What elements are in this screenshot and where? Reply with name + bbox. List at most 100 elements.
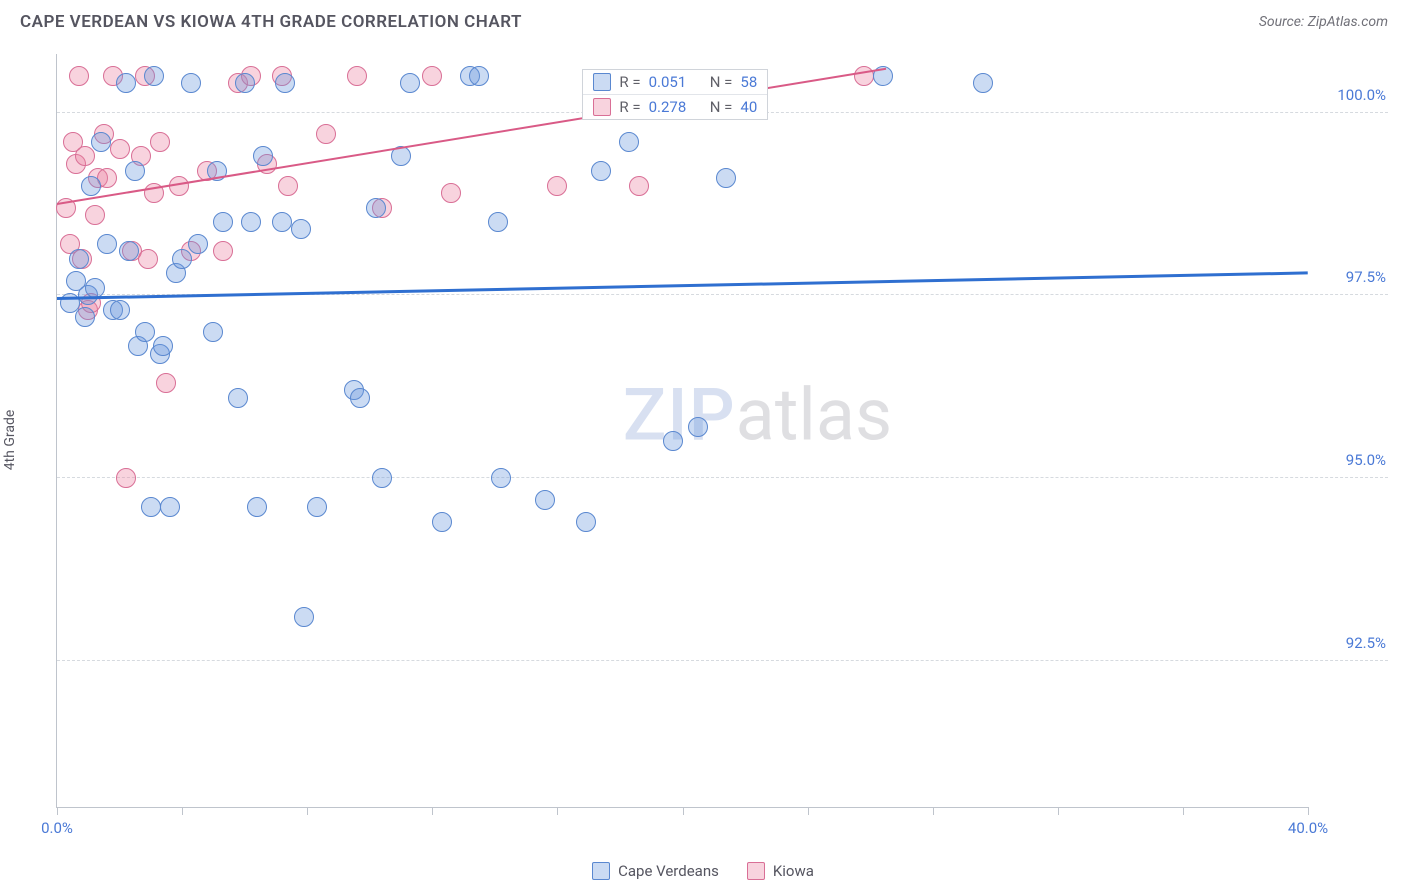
marker-cape-verdeans [141, 497, 161, 517]
legend-stats-row: R = 0.278 N = 40 [583, 94, 767, 119]
marker-cape-verdeans [241, 212, 261, 232]
marker-kiowa [69, 66, 89, 86]
legend-swatch [592, 862, 610, 880]
marker-cape-verdeans [91, 132, 111, 152]
marker-cape-verdeans [491, 468, 511, 488]
marker-kiowa [138, 249, 158, 269]
marker-cape-verdeans [294, 607, 314, 627]
marker-kiowa [110, 139, 130, 159]
marker-cape-verdeans [160, 497, 180, 517]
marker-cape-verdeans [188, 234, 208, 254]
legend-item: Kiowa [747, 862, 814, 880]
marker-cape-verdeans [125, 161, 145, 181]
marker-cape-verdeans [144, 66, 164, 86]
marker-cape-verdeans [469, 66, 489, 86]
marker-kiowa [547, 176, 567, 196]
marker-kiowa [156, 373, 176, 393]
marker-cape-verdeans [307, 497, 327, 517]
marker-kiowa [213, 241, 233, 261]
marker-kiowa [278, 176, 298, 196]
chart-area: 4th Grade 92.5%95.0%97.5%100.0%0.0%40.0%… [20, 44, 1388, 836]
marker-cape-verdeans [488, 212, 508, 232]
marker-kiowa [854, 66, 874, 86]
legend-swatch [593, 73, 611, 91]
marker-cape-verdeans [228, 388, 248, 408]
marker-cape-verdeans [535, 490, 555, 510]
x-tick [307, 807, 308, 815]
trendline-cape-verdeans [57, 272, 1308, 301]
marker-kiowa [85, 205, 105, 225]
x-tick [182, 807, 183, 815]
x-tick [57, 807, 58, 815]
legend-swatch [593, 98, 611, 116]
x-tick [933, 807, 934, 815]
marker-cape-verdeans [119, 241, 139, 261]
marker-kiowa [422, 66, 442, 86]
marker-cape-verdeans [576, 512, 596, 532]
y-tick-label: 97.5% [1346, 268, 1386, 286]
source-label: Source: ZipAtlas.com [1259, 14, 1388, 30]
y-tick-label: 92.5% [1346, 634, 1386, 652]
marker-cape-verdeans [400, 73, 420, 93]
marker-kiowa [75, 146, 95, 166]
x-tick [808, 807, 809, 815]
marker-cape-verdeans [153, 336, 173, 356]
marker-cape-verdeans [591, 161, 611, 181]
gridline-h [57, 660, 1388, 661]
marker-cape-verdeans [973, 73, 993, 93]
marker-kiowa [347, 66, 367, 86]
marker-cape-verdeans [135, 322, 155, 342]
marker-cape-verdeans [275, 73, 295, 93]
marker-cape-verdeans [619, 132, 639, 152]
marker-cape-verdeans [75, 307, 95, 327]
chart-title: CAPE VERDEAN VS KIOWA 4TH GRADE CORRELAT… [20, 12, 522, 32]
marker-cape-verdeans [291, 219, 311, 239]
x-tick [432, 807, 433, 815]
marker-cape-verdeans [203, 322, 223, 342]
x-tick [1308, 807, 1309, 815]
marker-cape-verdeans [60, 293, 80, 313]
x-tick-label: 40.0% [1288, 819, 1328, 837]
x-tick [683, 807, 684, 815]
legend-swatch [747, 862, 765, 880]
marker-cape-verdeans [432, 512, 452, 532]
marker-cape-verdeans [253, 146, 273, 166]
marker-cape-verdeans [235, 73, 255, 93]
marker-cape-verdeans [181, 73, 201, 93]
legend-label: Cape Verdeans [618, 862, 719, 880]
marker-cape-verdeans [81, 176, 101, 196]
y-axis-label: 4th Grade [2, 410, 18, 471]
gridline-h [57, 477, 1388, 478]
marker-kiowa [441, 183, 461, 203]
marker-cape-verdeans [350, 388, 370, 408]
marker-cape-verdeans [272, 212, 292, 232]
legend-stats-row: R = 0.051 N = 58 [583, 70, 767, 94]
marker-cape-verdeans [116, 73, 136, 93]
plot-region: 92.5%95.0%97.5%100.0%0.0%40.0%ZIPatlasR … [56, 54, 1308, 808]
marker-cape-verdeans [372, 468, 392, 488]
marker-kiowa [150, 132, 170, 152]
marker-kiowa [629, 176, 649, 196]
x-tick [1058, 807, 1059, 815]
y-tick-label: 95.0% [1346, 451, 1386, 469]
marker-cape-verdeans [247, 497, 267, 517]
marker-cape-verdeans [688, 417, 708, 437]
marker-kiowa [316, 124, 336, 144]
legend-stats: R = 0.051 N = 58R = 0.278 N = 40 [582, 69, 768, 120]
marker-cape-verdeans [716, 168, 736, 188]
marker-cape-verdeans [97, 234, 117, 254]
marker-cape-verdeans [663, 431, 683, 451]
x-tick [1183, 807, 1184, 815]
marker-cape-verdeans [69, 249, 89, 269]
x-tick [557, 807, 558, 815]
marker-kiowa [116, 468, 136, 488]
marker-cape-verdeans [85, 278, 105, 298]
x-tick-label: 0.0% [41, 819, 73, 837]
legend-item: Cape Verdeans [592, 862, 719, 880]
marker-cape-verdeans [110, 300, 130, 320]
y-tick-label: 100.0% [1337, 86, 1386, 104]
legend-label: Kiowa [773, 862, 814, 880]
marker-cape-verdeans [366, 198, 386, 218]
marker-cape-verdeans [172, 249, 192, 269]
legend-bottom: Cape Verdeans Kiowa [0, 862, 1406, 880]
